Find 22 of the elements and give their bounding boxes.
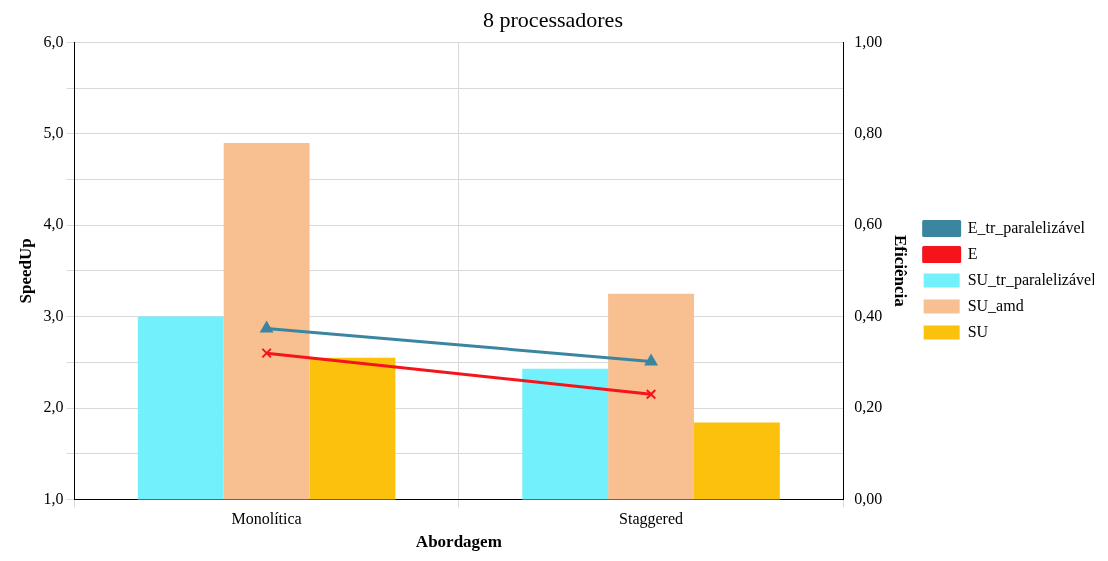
x-axis-title: Abordagem xyxy=(415,532,502,552)
y-tick-label: 3,0 xyxy=(43,306,64,324)
chart-title: 8 processadores xyxy=(483,6,623,32)
y2-tick-label: 0,80 xyxy=(854,124,883,141)
y2-tick-label: 0,60 xyxy=(854,215,883,233)
y-tick-label: 1,0 xyxy=(43,489,64,507)
y2-tick-label: 0,00 xyxy=(854,489,883,507)
y2-axis-title: Eficiência xyxy=(891,235,911,308)
legend-label: SU xyxy=(967,322,989,340)
y-axis-title: SpeedUp xyxy=(15,238,35,304)
y-tick-label: 5,0 xyxy=(43,124,64,141)
legend-label: E_tr_paralelizável xyxy=(967,218,1086,237)
y2-tick-label: 0,20 xyxy=(854,398,883,416)
x-tick-label: Monolítica xyxy=(231,510,302,528)
y2-tick-label: 0,40 xyxy=(854,306,883,324)
y-tick-label: 4,0 xyxy=(43,215,64,233)
y-tick-label: 6,0 xyxy=(43,32,64,50)
y-tick-label: 2,0 xyxy=(43,398,64,416)
y2-tick-label: 1,00 xyxy=(854,32,883,50)
legend-label: SU_amd xyxy=(967,296,1024,314)
legend-label: E xyxy=(967,244,978,262)
x-tick-label: Staggered xyxy=(619,510,684,529)
